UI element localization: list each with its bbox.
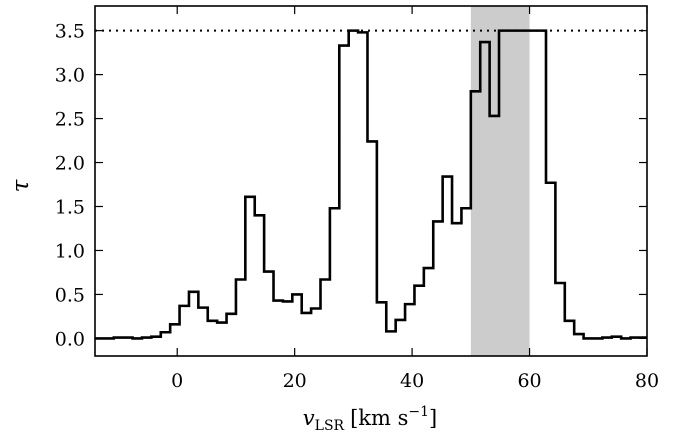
y-tick-label: 2.5 [55,109,85,131]
x-tick-label: 0 [171,370,183,392]
x-axis-label-units-sup: −1 [408,404,429,420]
y-axis-ticks: 0.0 0.5 1.0 1.5 2.0 2.5 3.0 3.5 [55,21,647,350]
optical-depth-step-line [95,29,647,340]
y-axis-label: τ [8,178,34,192]
x-tick-label: 40 [400,370,424,392]
y-tick-label: 1.5 [55,197,85,219]
x-tick-label: 80 [635,370,659,392]
axes-frame [94,5,648,357]
x-axis-label-subscript: LSR [315,418,345,434]
x-tick-label: 20 [283,370,307,392]
x-tick-label: 60 [517,370,541,392]
y-tick-label: 1.0 [55,240,85,262]
x-axis-label-main: v [303,406,315,430]
y-tick-label: 0.5 [55,284,85,306]
y-tick-label: 0.0 [55,328,85,350]
y-tick-label: 2.0 [55,153,85,175]
y-tick-label: 3.0 [55,65,85,87]
x-axis-label-units-open: [km s [350,406,408,430]
plot-area [94,5,648,357]
x-axis-label-units-close: ] [429,406,437,430]
x-axis-ticks: 0 20 40 60 80 [171,6,659,392]
y-tick-label: 3.5 [55,21,85,43]
x-axis-label: vLSR [km s−1] [303,404,437,434]
